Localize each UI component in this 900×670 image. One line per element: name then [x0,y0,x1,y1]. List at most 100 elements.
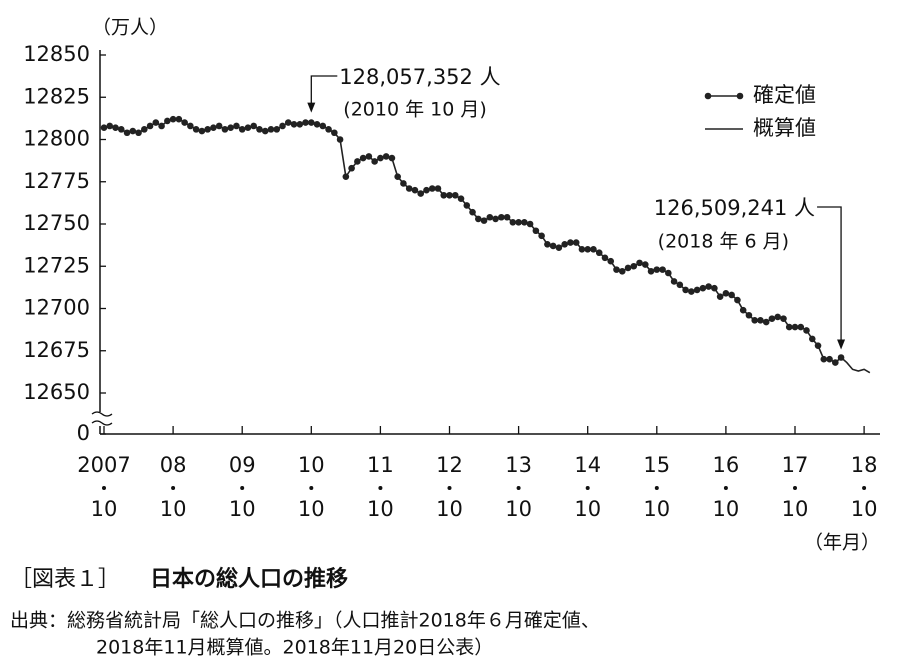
data-point [624,264,632,272]
data-point [463,202,471,209]
x-tick-label: 13 [505,453,532,477]
data-point [826,355,833,363]
data-point [187,122,194,130]
x-tick-label: 2007 [77,453,130,477]
data-point [354,158,361,165]
data-point [198,127,206,135]
data-point [388,154,396,162]
data-point [417,190,425,197]
x-tick-sublabel: 10 [574,497,601,521]
caption-label: ［図表１］ [10,567,120,592]
source: 出典：総務省統計局「総人口の推移」（人口推計2018年６月確定値、 [10,610,600,632]
data-point [544,240,551,248]
caption: 日本の総人口の推移 [150,566,348,592]
data-point [774,313,782,321]
annotation-note: (2010 年 10 月) [343,99,486,121]
x-tick-dot [102,486,106,490]
data-point [169,115,177,123]
data-point [469,208,476,216]
data-point [630,262,638,270]
x-tick-label: 15 [643,453,670,477]
data-point [757,317,764,324]
y-tick-label: 12725 [23,253,90,277]
arrow-head [837,339,846,350]
annotation-text: 128,057,352 人 [339,65,500,89]
x-tick-sublabel: 10 [160,497,187,521]
x-tick-label: 16 [713,453,740,477]
data-point [423,186,430,194]
data-point [567,239,574,246]
data-point [308,119,315,126]
data-point [785,323,793,331]
x-tick-dot [516,486,521,490]
data-point [768,315,776,322]
data-point [158,122,165,130]
x-unit-label: （年月） [804,532,880,554]
x-tick-label: 14 [574,453,601,477]
leader-line [310,75,338,111]
data-point [336,136,344,143]
data-point [331,129,338,137]
x-tick-label: 17 [782,453,809,477]
data-point [780,315,787,322]
data-point [555,244,563,251]
data-point [549,242,557,250]
x-tick-sublabel: 10 [505,497,532,521]
data-point [521,219,528,226]
data-point [428,185,436,192]
data-point [572,239,580,246]
data-point [434,185,442,192]
data-point [152,119,160,126]
data-point [618,268,626,275]
data-point [682,286,689,294]
x-tick-dot [378,486,383,490]
data-point [106,122,114,130]
data-point [474,215,482,223]
x-tick-sublabel: 10 [367,497,394,521]
data-point [244,124,252,131]
data-point [192,126,200,133]
data-point [722,289,730,297]
data-point [267,126,275,133]
x-tick-dot [723,486,728,490]
data-point [659,266,666,273]
y-tick-label: 12675 [23,338,90,362]
x-tick-sublabel: 10 [713,497,740,521]
x-tick-sublabel: 10 [782,497,809,521]
data-point [486,213,494,221]
x-tick-dot [654,486,659,490]
data-point [227,124,234,131]
x-tick-dot [240,486,245,490]
data-point [711,284,718,292]
y-tick-label: 12850 [23,42,90,66]
data-point [411,186,419,194]
x-tick-sublabel: 10 [229,497,256,521]
data-point [261,127,269,135]
data-point [371,158,378,165]
data-point [382,153,390,160]
data-point [290,120,298,128]
data-point [641,261,649,268]
data-point [319,122,327,130]
legend-label: 確定値 [753,83,816,107]
data-point [141,126,148,133]
data-point [313,120,321,128]
data-point [688,288,695,295]
data-point [146,122,154,130]
data-point [803,327,810,334]
data-point [791,323,799,331]
data-point [728,291,735,299]
x-tick-label: 10 [298,453,325,477]
data-point [256,126,263,133]
annotation-note: (2018 年 6 月) [658,231,789,253]
x-tick-label: 09 [229,453,256,477]
data-point [578,246,586,253]
x-tick-sublabel: 10 [436,497,463,521]
data-point [814,342,822,349]
data-point [492,215,499,223]
data-point [762,318,770,326]
data-point [613,266,620,273]
data-point [734,296,741,304]
data-point [808,335,816,343]
